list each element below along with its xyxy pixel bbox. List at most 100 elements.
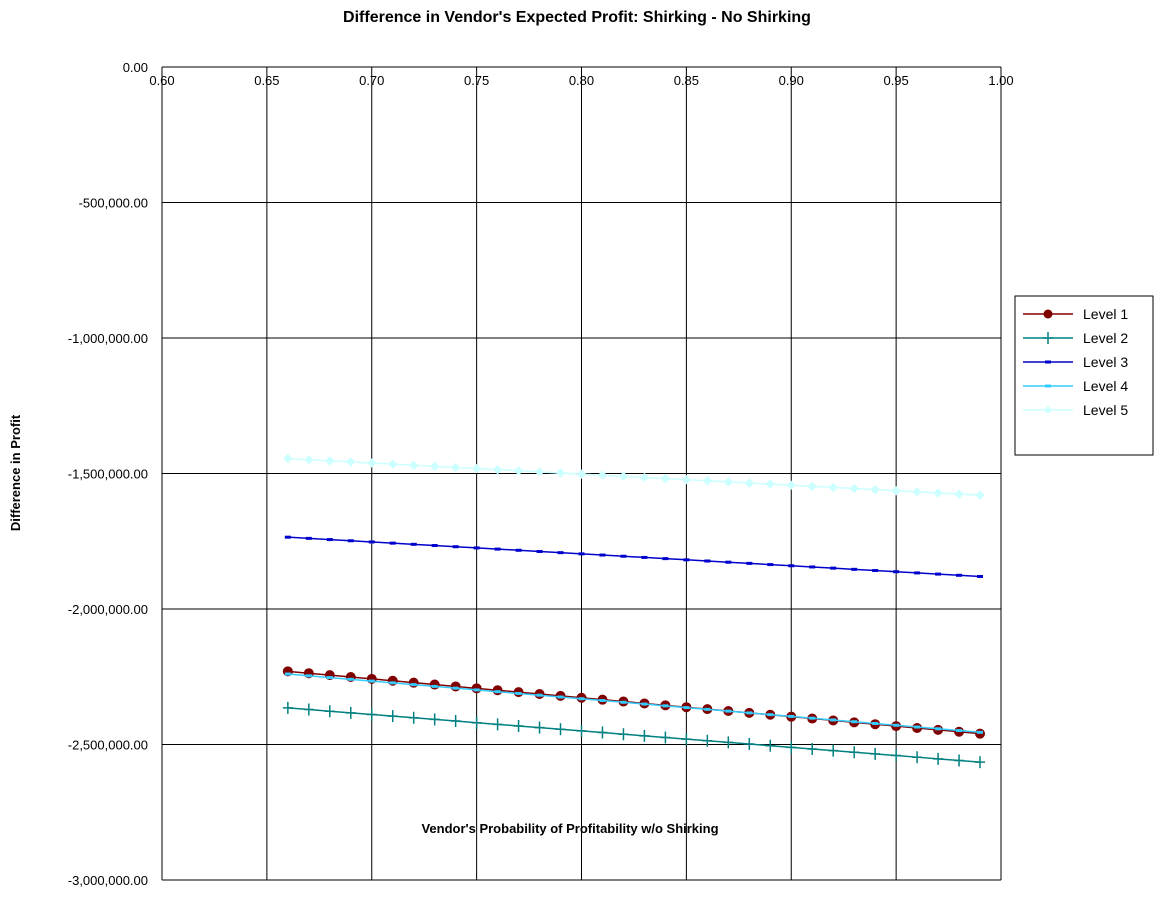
- data-point: [304, 454, 314, 465]
- data-point: [975, 756, 986, 769]
- data-point: [471, 463, 482, 474]
- data-point: [933, 752, 944, 765]
- data-point: [492, 718, 503, 731]
- data-point: [849, 483, 859, 494]
- data-point: [597, 726, 608, 739]
- data-point: [452, 545, 459, 549]
- data-point: [388, 459, 398, 469]
- data-point: [494, 690, 501, 694]
- data-point: [284, 535, 291, 539]
- series-level-5: [283, 453, 985, 500]
- data-point: [599, 553, 606, 557]
- data-point: [555, 723, 566, 736]
- data-point: [368, 679, 375, 683]
- data-point: [872, 721, 879, 725]
- data-point: [515, 691, 522, 695]
- data-point: [534, 721, 545, 734]
- data-point: [830, 718, 837, 722]
- data-point: [828, 744, 839, 757]
- data-point: [662, 704, 669, 708]
- data-point: [410, 542, 417, 546]
- data-point: [576, 469, 587, 479]
- data-point: [618, 471, 629, 482]
- data-point: [849, 746, 860, 759]
- y-tick-label: -2,500,000.00: [68, 738, 148, 753]
- data-point: [912, 487, 922, 497]
- data-point: [429, 713, 440, 726]
- data-point: [303, 703, 314, 716]
- y-tick-label: -1,000,000.00: [68, 331, 148, 346]
- series-level-2: [282, 701, 986, 769]
- series-level-3: [284, 535, 984, 578]
- y-axis-label: Difference in Profit: [8, 414, 23, 531]
- data-point: [431, 684, 438, 688]
- data-point: [830, 566, 837, 570]
- data-point: [891, 486, 901, 496]
- data-point: [578, 697, 585, 701]
- data-point: [807, 742, 818, 755]
- y-tick-label: 0.00: [123, 60, 148, 75]
- data-point: [492, 464, 503, 475]
- data-point: [494, 547, 501, 551]
- x-tick-label: 0.70: [359, 73, 384, 88]
- data-point: [746, 561, 753, 565]
- data-point: [471, 683, 482, 694]
- data-point: [305, 674, 312, 678]
- data-point: [324, 705, 335, 718]
- series-group: [282, 453, 986, 769]
- series-level-4: [284, 672, 984, 734]
- data-point: [473, 688, 480, 692]
- data-point: [410, 683, 417, 687]
- data-point: [578, 552, 585, 556]
- data-point: [914, 571, 921, 575]
- data-point: [767, 563, 774, 567]
- chart-title: Difference in Vendor's Expected Profit: …: [343, 9, 811, 26]
- data-point: [660, 731, 671, 744]
- y-axis-ticks: 0.00 -500,000.00 -1,000,000.00 -1,500,000.0…: [68, 60, 148, 888]
- x-tick-label: 0.85: [674, 73, 699, 88]
- data-point: [620, 700, 627, 704]
- data-point: [933, 488, 943, 498]
- data-point: [284, 672, 291, 676]
- data-point: [956, 729, 963, 733]
- data-point: [513, 466, 524, 476]
- data-point: [681, 733, 692, 746]
- data-point: [660, 473, 671, 484]
- legend-marker: [1045, 360, 1051, 364]
- data-point: [683, 706, 690, 710]
- data-point: [851, 720, 858, 724]
- y-tick-label: -2,000,000.00: [68, 602, 148, 617]
- legend-label: Level 5: [1083, 402, 1128, 418]
- data-point: [975, 490, 985, 500]
- legend-marker: [1043, 332, 1053, 344]
- data-point: [914, 725, 921, 729]
- legend-marker: [1045, 384, 1051, 388]
- data-point: [891, 749, 902, 762]
- data-point: [935, 727, 942, 731]
- legend-label: Level 1: [1083, 306, 1128, 322]
- data-point: [851, 567, 858, 571]
- data-point: [389, 681, 396, 685]
- data-point: [282, 701, 293, 714]
- data-point: [347, 539, 354, 543]
- legend-label: Level 4: [1083, 378, 1128, 394]
- data-point: [387, 710, 398, 723]
- data-point: [641, 555, 648, 559]
- series-line: [287, 707, 981, 763]
- data-point: [788, 714, 795, 718]
- data-point: [597, 470, 608, 480]
- data-point: [704, 707, 711, 711]
- data-point: [452, 686, 459, 690]
- data-point: [346, 457, 356, 467]
- data-point: [704, 559, 711, 563]
- data-point: [725, 709, 732, 713]
- y-tick-label: -3,000,000.00: [68, 873, 148, 888]
- data-point: [954, 754, 965, 767]
- data-point: [786, 480, 796, 490]
- x-tick-label: 0.80: [569, 73, 594, 88]
- data-point: [345, 706, 356, 719]
- data-point: [723, 477, 734, 487]
- legend-item: Level 4: [1023, 378, 1128, 394]
- data-point: [471, 716, 482, 729]
